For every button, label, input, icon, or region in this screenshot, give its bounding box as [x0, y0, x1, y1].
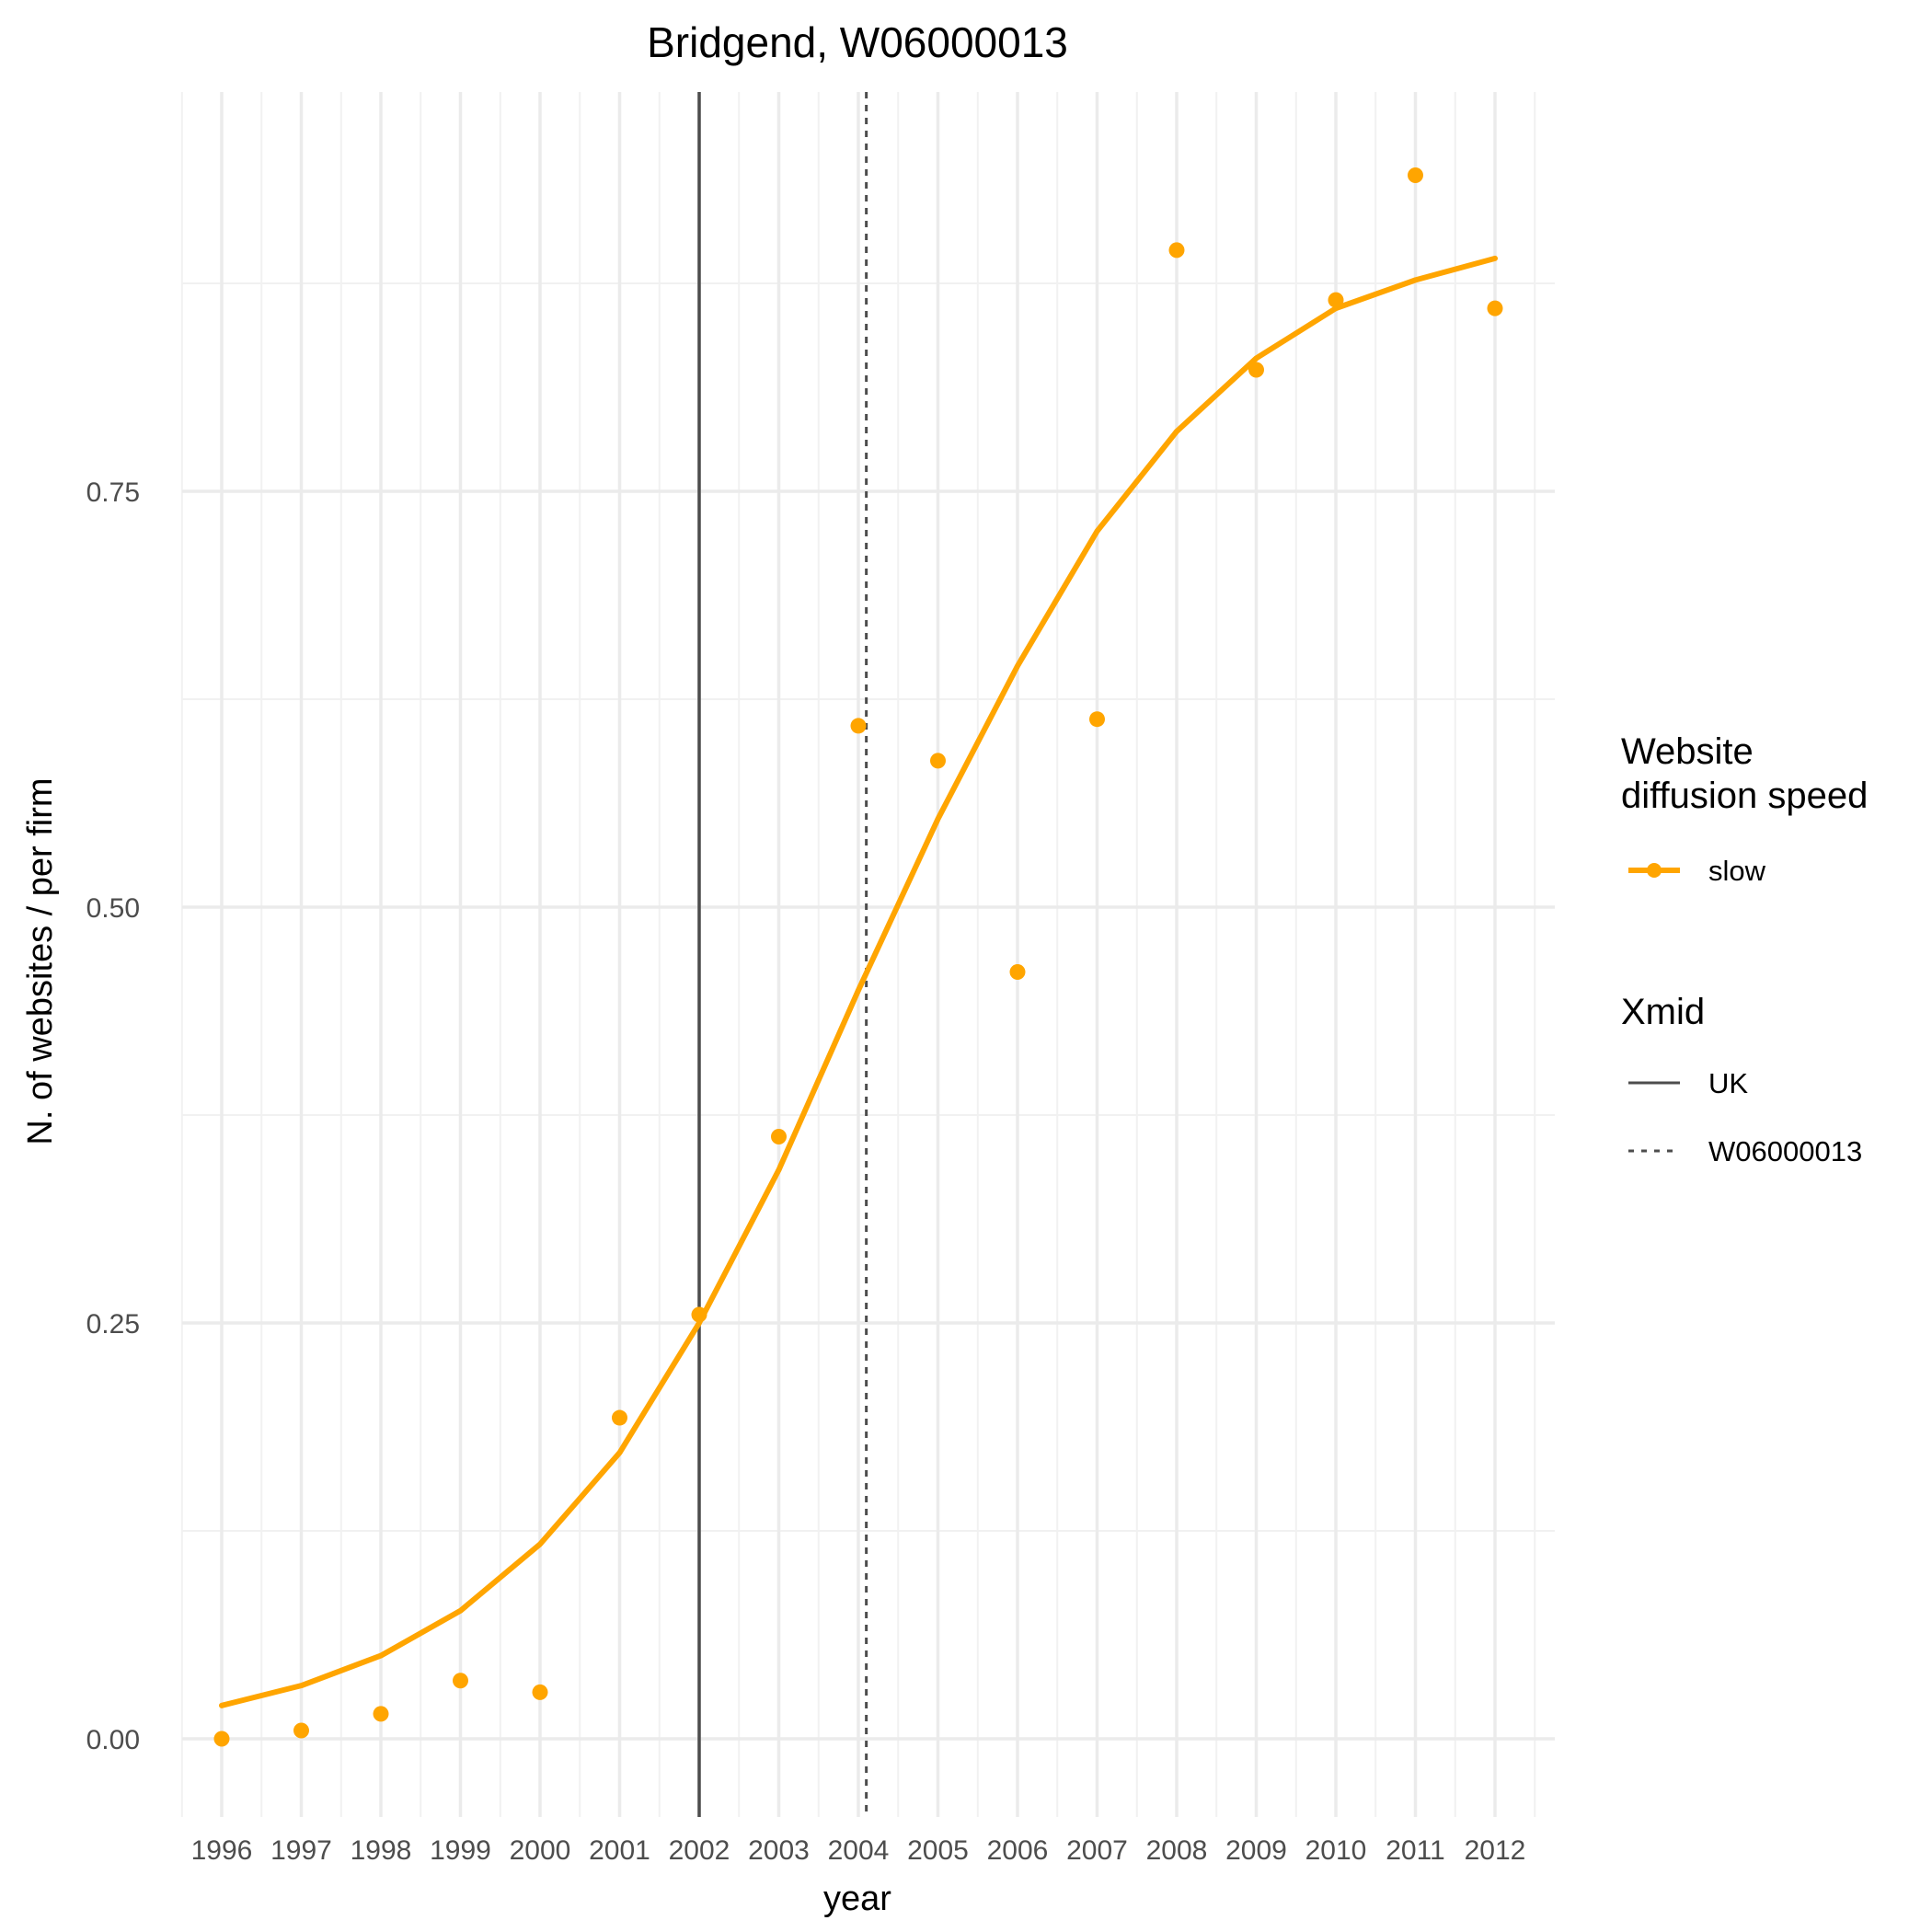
grid-minor [180, 92, 1555, 1817]
x-tick-label: 2000 [510, 1835, 571, 1866]
x-tick-label: 2004 [828, 1835, 890, 1866]
x-tick-label: 1996 [191, 1835, 253, 1866]
x-tick-label: 1997 [270, 1835, 332, 1866]
legend: Website diffusion speed slow Xmid UK W06… [1621, 731, 1868, 1167]
legend-key-slow-point [1647, 863, 1662, 878]
points-layer [213, 167, 1503, 1747]
chart-title: Bridgend, W06000013 [647, 18, 1068, 66]
x-tick-label: 2002 [669, 1835, 730, 1866]
y-tick-label: 0.00 [86, 1725, 140, 1755]
y-axis-title: N. of websites / per firm [21, 777, 60, 1144]
data-point [293, 1722, 309, 1739]
fit-layer [219, 255, 1498, 1708]
data-point [1248, 362, 1264, 378]
data-point [1009, 964, 1026, 981]
x-tick-label: 2003 [748, 1835, 810, 1866]
x-tick-labels: 1996 1997 1998 1999 2000 2001 2002 2003 2004 2005… [191, 1835, 1526, 1866]
x-axis-title: year [823, 1880, 891, 1918]
x-tick-label: 1998 [351, 1835, 412, 1866]
x-tick-label: 2001 [589, 1835, 650, 1866]
data-point [1487, 300, 1503, 316]
reference-lines [697, 92, 868, 1817]
data-point [532, 1684, 548, 1700]
x-tick-label: 2011 [1386, 1835, 1445, 1866]
x-tick-label: 2010 [1305, 1835, 1367, 1866]
y-tick-label: 0.50 [86, 893, 140, 924]
data-point [1168, 242, 1185, 259]
data-point [850, 718, 867, 734]
data-point [771, 1129, 787, 1145]
x-tick-label: 2012 [1465, 1835, 1526, 1866]
y-tick-labels: 0.00 0.25 0.50 0.75 [86, 477, 140, 1755]
y-tick-label: 0.25 [86, 1309, 140, 1340]
x-tick-label: 2008 [1146, 1835, 1208, 1866]
fit-line-slow [219, 255, 1498, 1708]
data-point [453, 1673, 468, 1689]
data-point [930, 753, 946, 769]
legend-linetype-title: Xmid [1621, 992, 1705, 1032]
legend-color-title-line-2: diffusion speed [1621, 776, 1868, 816]
data-point [691, 1306, 707, 1323]
x-tick-label: 2007 [1066, 1835, 1128, 1866]
data-point [213, 1731, 230, 1747]
x-tick-label: 2006 [987, 1835, 1049, 1866]
data-point [612, 1409, 627, 1426]
legend-color-title: Website diffusion speed [1621, 731, 1868, 816]
data-point [1089, 711, 1105, 728]
x-tick-label: 2005 [907, 1835, 969, 1866]
x-tick-label: 1999 [430, 1835, 491, 1866]
x-tick-label: 2009 [1225, 1835, 1287, 1866]
legend-color-title-line-1: Website [1621, 731, 1754, 772]
y-tick-label: 0.75 [86, 477, 140, 508]
legend-label-uk: UK [1708, 1067, 1748, 1099]
data-point [1408, 167, 1423, 183]
grid-major [182, 92, 1555, 1817]
legend-label-w06000013: W06000013 [1708, 1135, 1862, 1167]
data-point [1328, 292, 1344, 308]
data-point [373, 1706, 389, 1722]
legend-label-slow: slow [1708, 855, 1766, 887]
